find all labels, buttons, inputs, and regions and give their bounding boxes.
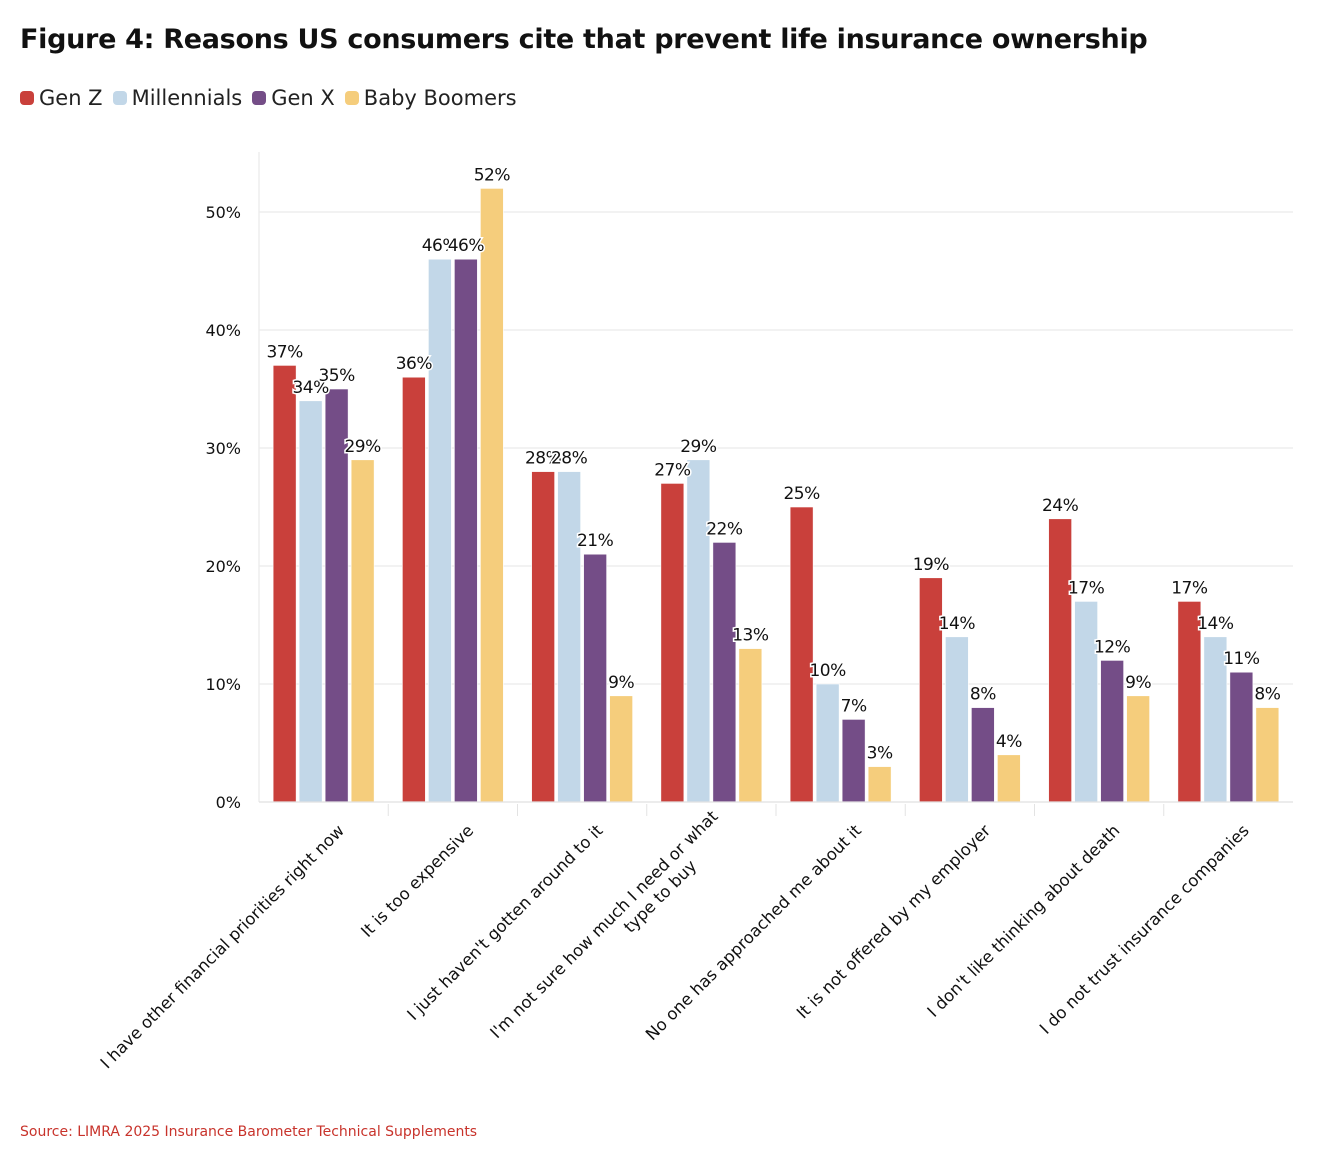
x-tick-label-line: It is too expensive xyxy=(357,821,477,941)
bar xyxy=(531,471,555,803)
bar xyxy=(1074,601,1098,803)
bar xyxy=(712,542,737,803)
legend-label-gen-x: Gen X xyxy=(271,86,335,110)
data-label: 3% xyxy=(867,744,893,764)
bar xyxy=(971,707,995,803)
data-label: 13% xyxy=(732,626,769,646)
x-tick-label-line: I do not trust insurance companies xyxy=(1036,821,1253,1038)
bar xyxy=(1229,671,1254,803)
x-tick-label-line: I have other financial priorities right … xyxy=(97,821,348,1072)
bar xyxy=(428,258,452,803)
x-tick-label: I'm not sure how much I need or whattype… xyxy=(486,806,722,1042)
bar xyxy=(272,365,297,803)
data-label: 29% xyxy=(344,437,381,457)
bar xyxy=(660,483,685,803)
bar xyxy=(815,683,840,803)
data-label: 19% xyxy=(913,555,950,575)
legend-swatch-gen-z xyxy=(20,91,34,105)
y-tick-label: 40% xyxy=(205,321,241,340)
bar xyxy=(298,400,323,803)
data-label: 4% xyxy=(996,732,1022,752)
bar xyxy=(583,553,607,803)
y-tick-label: 50% xyxy=(205,203,241,222)
bar xyxy=(1048,518,1072,803)
legend-swatch-gen-x xyxy=(252,91,267,105)
legend-label-gen-z: Gen Z xyxy=(39,86,103,110)
data-label: 8% xyxy=(970,685,996,705)
data-label: 28% xyxy=(525,449,562,469)
data-label: 9% xyxy=(608,673,634,693)
bar xyxy=(1255,707,1280,803)
legend: Gen Z Millennials Gen X Baby Boomers xyxy=(20,86,527,110)
legend-swatch-millennials xyxy=(112,91,127,105)
data-label: 21% xyxy=(577,531,614,551)
bar xyxy=(454,258,478,803)
data-label: 52% xyxy=(474,165,511,185)
y-tick-label: 20% xyxy=(205,557,241,576)
data-label: 7% xyxy=(841,696,867,716)
data-label: 24% xyxy=(1042,496,1079,516)
data-label: 14% xyxy=(939,614,976,634)
bar xyxy=(686,459,711,803)
bar xyxy=(609,695,633,803)
x-tick-label: It is too expensive xyxy=(357,821,477,941)
legend-label-millennials: Millennials xyxy=(131,86,243,110)
data-label: 46% xyxy=(422,236,459,256)
bar xyxy=(841,719,866,803)
source-note: Source: LIMRA 2025 Insurance Barometer T… xyxy=(20,1124,478,1140)
legend-item-baby-boomers: Baby Boomers xyxy=(344,86,517,110)
bar xyxy=(1126,695,1150,803)
data-label: 17% xyxy=(1171,578,1208,598)
legend-item-millennials: Millennials xyxy=(112,86,243,110)
bar xyxy=(402,376,426,803)
bar xyxy=(350,459,375,803)
legend-swatch-baby-boomers xyxy=(344,91,359,105)
legend-item-gen-x: Gen X xyxy=(252,86,335,110)
bar xyxy=(867,766,892,803)
bar xyxy=(789,506,814,803)
data-label: 10% xyxy=(809,661,846,681)
bar xyxy=(480,188,504,803)
bar xyxy=(997,754,1021,803)
data-label: 8% xyxy=(1254,685,1280,705)
y-tick-label: 0% xyxy=(216,793,241,812)
x-tick-label: I have other financial priorities right … xyxy=(97,821,348,1072)
y-tick-label: 30% xyxy=(205,439,241,458)
data-label: 37% xyxy=(266,342,303,362)
data-label: 28% xyxy=(551,449,588,469)
data-label: 14% xyxy=(1197,614,1234,634)
legend-label-baby-boomers: Baby Boomers xyxy=(363,86,517,110)
data-label: 11% xyxy=(1223,649,1260,669)
data-label: 29% xyxy=(680,437,717,457)
bar xyxy=(557,471,581,803)
data-label: 46% xyxy=(448,236,485,256)
data-label: 36% xyxy=(396,354,433,374)
chart-title: Figure 4: Reasons US consumers cite that… xyxy=(20,24,1148,55)
data-label: 12% xyxy=(1094,637,1131,657)
data-label: 27% xyxy=(654,460,691,480)
data-label: 17% xyxy=(1068,578,1105,598)
bar xyxy=(1100,660,1124,803)
bar xyxy=(945,636,969,803)
data-label: 35% xyxy=(318,366,355,386)
legend-item-gen-z: Gen Z xyxy=(20,86,103,110)
y-tick-label: 10% xyxy=(205,675,241,694)
data-label: 9% xyxy=(1125,673,1151,693)
bar xyxy=(738,648,763,803)
data-label: 34% xyxy=(292,378,329,398)
bar xyxy=(919,577,943,803)
x-tick-label: I do not trust insurance companies xyxy=(1036,821,1253,1038)
data-label: 25% xyxy=(783,484,820,504)
data-label: 22% xyxy=(706,519,743,539)
